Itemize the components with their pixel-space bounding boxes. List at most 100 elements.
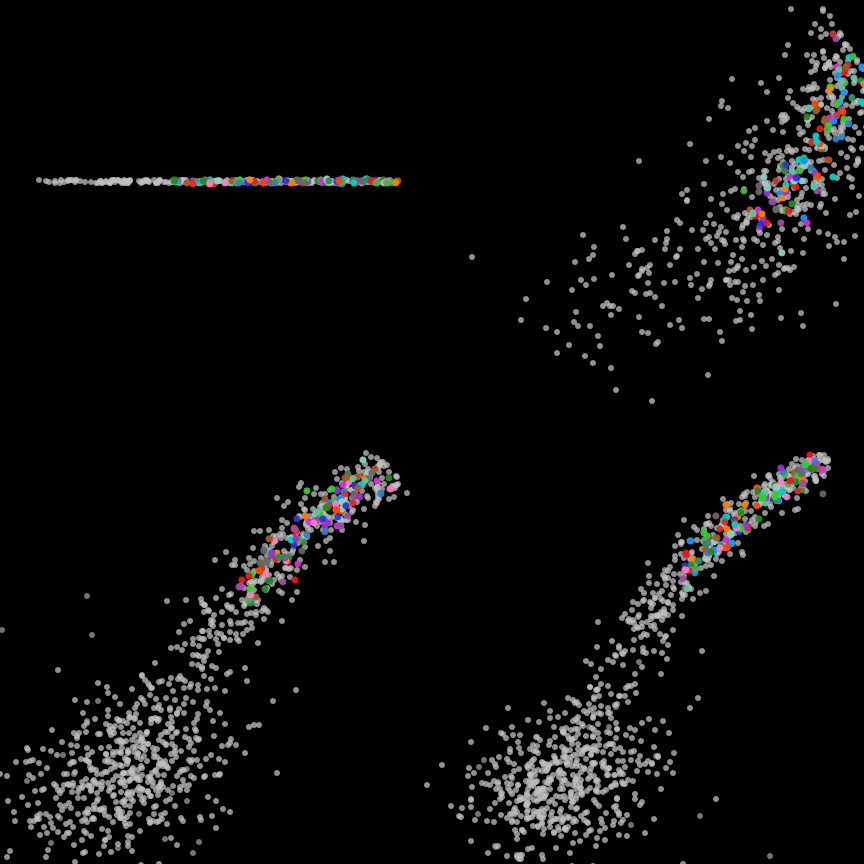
gray-point bbox=[93, 780, 99, 786]
gray-point bbox=[491, 819, 497, 825]
gray-point bbox=[261, 616, 267, 622]
panel-a bbox=[0, 0, 432, 432]
scatter-grid-2x2 bbox=[0, 0, 864, 864]
gray-point bbox=[95, 731, 101, 737]
gray-point bbox=[302, 495, 308, 501]
gray-point bbox=[187, 684, 193, 690]
gray-point bbox=[606, 724, 612, 730]
gray-point bbox=[620, 749, 626, 755]
gray-point bbox=[89, 632, 95, 638]
gray-point bbox=[327, 548, 333, 554]
gray-point bbox=[739, 549, 745, 555]
gray-point bbox=[219, 743, 225, 749]
gray-point bbox=[25, 802, 31, 808]
gray-point bbox=[715, 260, 721, 266]
gray-point bbox=[567, 850, 573, 856]
gray-point bbox=[105, 713, 111, 719]
gray-point bbox=[50, 825, 56, 831]
gray-point bbox=[613, 704, 619, 710]
gray-point bbox=[590, 360, 596, 366]
gray-point bbox=[582, 353, 588, 359]
gray-point bbox=[236, 638, 242, 644]
gray-point bbox=[551, 830, 557, 836]
gray-point bbox=[105, 828, 111, 834]
gray-point bbox=[800, 129, 806, 135]
gray-point bbox=[212, 685, 218, 691]
colored-point bbox=[772, 207, 779, 214]
gray-point bbox=[752, 125, 758, 131]
gray-point bbox=[679, 613, 685, 619]
gray-point bbox=[575, 731, 581, 737]
gray-point bbox=[729, 295, 735, 301]
gray-point bbox=[772, 272, 778, 278]
gray-point bbox=[746, 128, 752, 134]
colored-point bbox=[279, 579, 286, 586]
gray-point bbox=[547, 715, 553, 721]
gray-point bbox=[212, 772, 218, 778]
gray-point bbox=[531, 808, 537, 814]
gray-point bbox=[507, 749, 513, 755]
gray-point bbox=[37, 832, 43, 838]
gray-point bbox=[672, 279, 678, 285]
gray-point bbox=[542, 779, 548, 785]
gray-point bbox=[559, 819, 565, 825]
gray-point bbox=[632, 671, 638, 677]
gray-point bbox=[86, 759, 92, 765]
gray-point bbox=[72, 697, 78, 703]
gray-point bbox=[104, 769, 110, 775]
gray-point bbox=[549, 818, 555, 824]
gray-point bbox=[248, 620, 254, 626]
colored-point bbox=[235, 179, 242, 186]
gray-point bbox=[594, 644, 600, 650]
gray-point bbox=[631, 748, 637, 754]
gray-point bbox=[365, 495, 371, 501]
gray-point bbox=[664, 656, 670, 662]
gray-point bbox=[509, 724, 515, 730]
gray-point bbox=[81, 795, 87, 801]
gray-point bbox=[552, 801, 558, 807]
gray-point bbox=[776, 287, 782, 293]
colored-point bbox=[778, 249, 785, 256]
gray-point bbox=[795, 506, 801, 512]
gray-point bbox=[764, 89, 770, 95]
gray-point bbox=[573, 309, 579, 315]
gray-point bbox=[41, 786, 47, 792]
gray-point bbox=[112, 177, 118, 183]
gray-point bbox=[69, 750, 75, 756]
gray-point bbox=[575, 323, 581, 329]
gray-point bbox=[645, 560, 651, 566]
gray-point bbox=[743, 140, 749, 146]
gray-point bbox=[603, 810, 609, 816]
gray-point bbox=[168, 714, 174, 720]
gray-point bbox=[662, 246, 668, 252]
gray-point bbox=[652, 237, 658, 243]
gray-point bbox=[113, 773, 119, 779]
gray-point bbox=[203, 703, 209, 709]
gray-point bbox=[586, 701, 592, 707]
gray-point bbox=[583, 282, 589, 288]
gray-point bbox=[242, 750, 248, 756]
gray-point bbox=[11, 809, 17, 815]
gray-point bbox=[744, 298, 750, 304]
gray-point bbox=[362, 522, 368, 528]
gray-point bbox=[663, 582, 669, 588]
gray-point bbox=[632, 796, 638, 802]
gray-point bbox=[198, 817, 204, 823]
gray-point bbox=[719, 338, 725, 344]
gray-point bbox=[728, 259, 734, 265]
gray-point bbox=[468, 739, 474, 745]
gray-point bbox=[748, 154, 754, 160]
gray-point bbox=[634, 768, 640, 774]
gray-point bbox=[115, 845, 121, 851]
gray-point bbox=[584, 788, 590, 794]
gray-point bbox=[119, 799, 125, 805]
gray-point bbox=[526, 815, 532, 821]
gray-point bbox=[600, 749, 606, 755]
gray-point bbox=[125, 757, 131, 763]
gray-point bbox=[68, 805, 74, 811]
gray-point bbox=[216, 649, 222, 655]
gray-point bbox=[145, 680, 151, 686]
gray-point bbox=[757, 298, 763, 304]
gray-point bbox=[207, 633, 213, 639]
gray-point bbox=[117, 749, 123, 755]
